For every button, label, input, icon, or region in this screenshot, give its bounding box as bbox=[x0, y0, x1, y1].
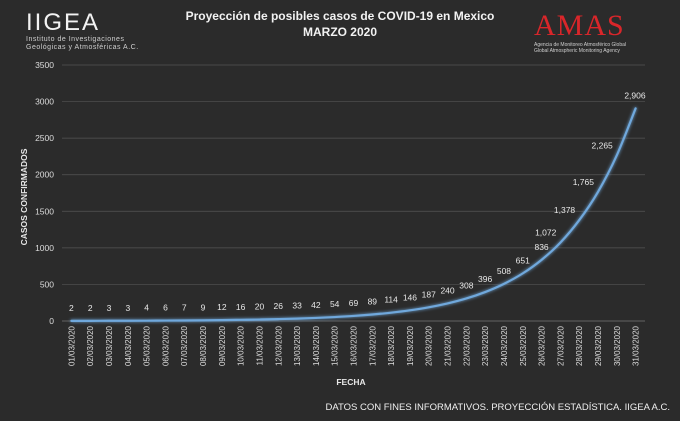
data-label: 54 bbox=[330, 299, 340, 309]
data-label: 146 bbox=[403, 292, 417, 302]
data-label: 114 bbox=[384, 295, 398, 305]
x-tick-label: 08/03/2020 bbox=[199, 325, 208, 366]
iigea-logo-line2: Geológicas y Atmosféricas A.C. bbox=[26, 44, 139, 51]
data-label: 3 bbox=[107, 303, 112, 313]
x-tick-label: 10/03/2020 bbox=[237, 325, 246, 366]
x-tick-label: 18/03/2020 bbox=[387, 325, 396, 366]
x-tick-label: 09/03/2020 bbox=[218, 325, 227, 366]
y-tick-label: 3000 bbox=[35, 97, 54, 107]
iigea-logo: IIGEA Instituto de Investigaciones Geoló… bbox=[26, 10, 156, 52]
x-tick-label: 15/03/2020 bbox=[331, 325, 340, 366]
x-tick-label: 14/03/2020 bbox=[312, 325, 321, 366]
data-label: 89 bbox=[368, 296, 378, 306]
x-tick-label: 02/03/2020 bbox=[86, 325, 95, 366]
data-label: 651 bbox=[516, 255, 530, 265]
x-tick-label: 11/03/2020 bbox=[255, 325, 264, 365]
data-label: 2 bbox=[69, 303, 74, 313]
x-tick-label: 25/03/2020 bbox=[519, 325, 528, 366]
x-tick-label: 31/03/2020 bbox=[632, 325, 641, 366]
amas-logo: AMAS Agencia de Monitoreo Atmosférico Gl… bbox=[534, 9, 664, 55]
data-label: 9 bbox=[201, 302, 206, 312]
data-label: 4 bbox=[144, 303, 149, 313]
x-tick-label: 07/03/2020 bbox=[180, 325, 189, 366]
data-label: 12 bbox=[217, 302, 227, 312]
data-label: 396 bbox=[478, 274, 492, 284]
x-tick-label: 12/03/2020 bbox=[274, 325, 283, 366]
y-axis-label: CASOS CONFIRMADOS bbox=[19, 148, 29, 245]
data-label: 1,072 bbox=[535, 228, 557, 238]
y-tick-label: 500 bbox=[40, 279, 54, 289]
data-label: 240 bbox=[440, 285, 454, 295]
x-tick-label: 20/03/2020 bbox=[425, 325, 434, 366]
data-label: 2,906 bbox=[624, 90, 646, 100]
x-tick-label: 27/03/2020 bbox=[556, 325, 565, 366]
y-tick-label: 2500 bbox=[35, 133, 54, 143]
data-label: 20 bbox=[255, 302, 265, 312]
iigea-logo-name: IIGEA bbox=[26, 9, 101, 36]
x-tick-label: 05/03/2020 bbox=[143, 325, 152, 366]
x-tick-label: 17/03/2020 bbox=[368, 325, 377, 366]
amas-logo-name: AMAS bbox=[534, 9, 625, 42]
x-tick-label: 30/03/2020 bbox=[613, 325, 622, 366]
footer-note: DATOS CON FINES INFORMATIVOS. PROYECCIÓN… bbox=[325, 402, 670, 413]
y-tick-label: 1500 bbox=[35, 206, 54, 216]
amas-logo-line2: Global Atmospheric Monitoring Agency bbox=[534, 48, 620, 54]
amas-logo-line1: Agencia de Monitoreo Atmosférico Global bbox=[534, 42, 626, 48]
x-axis-label: FECHA bbox=[336, 377, 365, 387]
iigea-logo-line1: Instituto de Investigaciones bbox=[26, 36, 125, 43]
x-tick-label: 28/03/2020 bbox=[575, 325, 584, 366]
data-label: 836 bbox=[534, 242, 548, 252]
data-label: 16 bbox=[236, 302, 246, 312]
x-tick-label: 06/03/2020 bbox=[161, 325, 170, 366]
data-label: 1,378 bbox=[554, 205, 576, 215]
x-tick-label: 16/03/2020 bbox=[350, 325, 359, 366]
x-tick-label: 29/03/2020 bbox=[594, 325, 603, 366]
x-tick-label: 03/03/2020 bbox=[105, 325, 114, 366]
y-tick-label: 3500 bbox=[35, 60, 54, 70]
x-tick-label: 01/03/2020 bbox=[67, 325, 76, 366]
y-tick-label: 1000 bbox=[35, 243, 54, 253]
data-label: 7 bbox=[182, 302, 187, 312]
data-label: 6 bbox=[163, 303, 168, 313]
chart-subtitle: MARZO 2020 bbox=[302, 25, 378, 39]
chart-title: Proyección de posibles casos de COVID-19… bbox=[185, 9, 495, 23]
x-tick-label: 23/03/2020 bbox=[481, 325, 490, 366]
data-label: 308 bbox=[459, 280, 473, 290]
y-tick-label: 0 bbox=[49, 316, 54, 326]
x-tick-label: 26/03/2020 bbox=[538, 325, 547, 366]
data-label: 69 bbox=[349, 298, 359, 308]
data-label: 2,265 bbox=[592, 140, 614, 150]
data-label: 33 bbox=[292, 301, 302, 311]
x-tick-label: 19/03/2020 bbox=[406, 325, 415, 366]
x-tick-label: 22/03/2020 bbox=[462, 325, 471, 366]
data-label: 42 bbox=[311, 300, 321, 310]
x-tick-label: 04/03/2020 bbox=[124, 325, 133, 366]
data-label: 1,765 bbox=[573, 177, 595, 187]
data-label: 3 bbox=[125, 303, 130, 313]
series-line bbox=[70, 107, 637, 322]
y-tick-label: 2000 bbox=[35, 170, 54, 180]
data-label: 187 bbox=[422, 289, 436, 299]
x-tick-label: 13/03/2020 bbox=[293, 325, 302, 366]
x-tick-label: 21/03/2020 bbox=[444, 325, 453, 366]
data-label: 26 bbox=[274, 301, 284, 311]
x-tick-label: 24/03/2020 bbox=[500, 325, 509, 366]
data-label: 508 bbox=[497, 266, 511, 276]
data-label: 2 bbox=[88, 303, 93, 313]
chart-titles: Proyección de posibles casos de COVID-19… bbox=[150, 8, 530, 40]
